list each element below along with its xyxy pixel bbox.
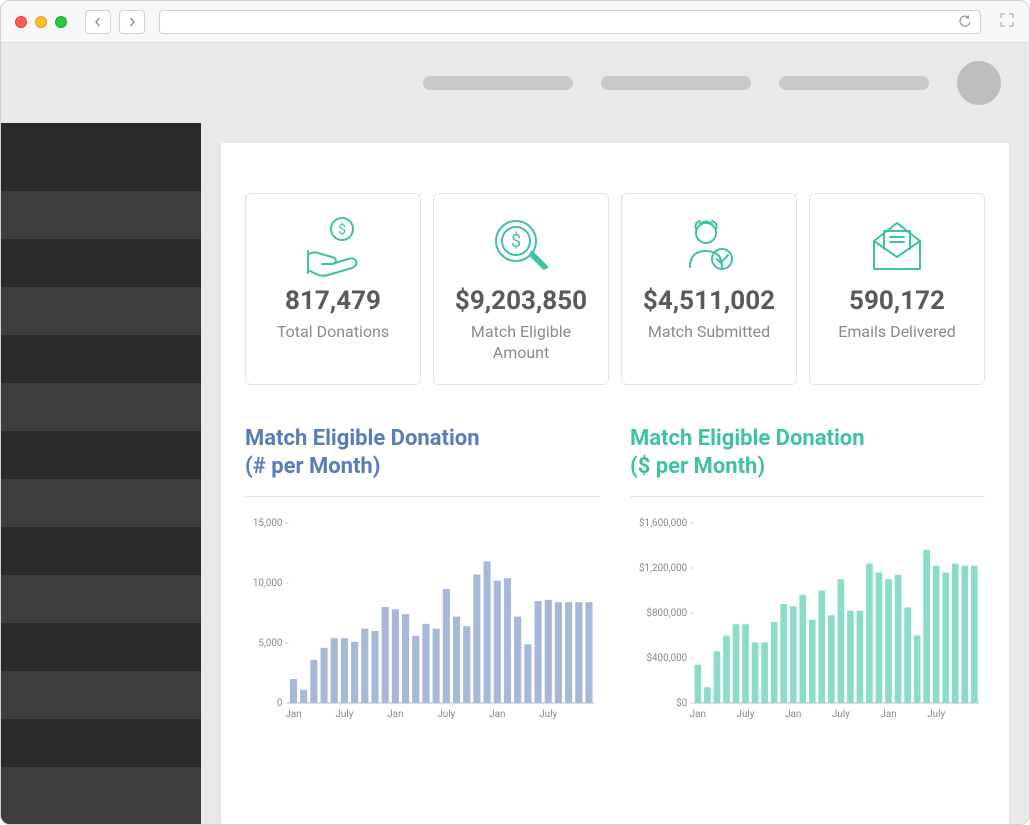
refresh-icon[interactable] xyxy=(958,15,972,29)
nav-placeholder-1[interactable] xyxy=(423,76,573,90)
chart-title: Match Eligible Donation ($ per Month) xyxy=(630,425,985,482)
svg-text:0: 0 xyxy=(277,698,283,709)
sidebar-item[interactable] xyxy=(1,287,201,335)
chart-title-line2: ($ per Month) xyxy=(630,454,765,479)
kpi-match-eligible-amount: $ $9,203,850 Match Eligible Amount xyxy=(433,193,609,385)
svg-text:$: $ xyxy=(338,221,346,238)
nav-placeholder-3[interactable] xyxy=(779,76,929,90)
chart-title-line1: Match Eligible Donation xyxy=(630,426,865,451)
sidebar-item[interactable] xyxy=(1,239,201,287)
envelope-icon xyxy=(818,210,976,282)
svg-text:10,000: 10,000 xyxy=(253,578,283,589)
magnify-dollar-icon: $ xyxy=(442,210,600,282)
app-header xyxy=(1,43,1029,123)
svg-text:July: July xyxy=(539,709,557,720)
minimize-window-button[interactable] xyxy=(35,16,47,28)
chart-count-per-month: Match Eligible Donation (# per Month) 0 5… xyxy=(245,425,600,725)
svg-text:July: July xyxy=(737,709,755,720)
chart-area-amount: $0 $400,000 $800,000 $1,200,000 $1,600,000 Ja… xyxy=(630,515,985,725)
svg-text:$0: $0 xyxy=(676,698,687,709)
svg-text:July: July xyxy=(832,709,850,720)
sidebar-item[interactable] xyxy=(1,335,201,383)
hand-dollar-icon: $ xyxy=(254,210,412,282)
svg-text:Jan: Jan xyxy=(785,709,801,720)
person-check-icon xyxy=(630,210,788,282)
svg-text:$: $ xyxy=(511,231,521,252)
divider xyxy=(630,496,985,497)
svg-text:Jan: Jan xyxy=(880,709,896,720)
svg-text:Jan: Jan xyxy=(489,709,505,720)
svg-text:15,000: 15,000 xyxy=(253,518,283,529)
sidebar-item[interactable] xyxy=(1,671,201,719)
svg-text:$1,600,000: $1,600,000 xyxy=(639,518,688,529)
kpi-total-donations: $ 817,479 Total Donations xyxy=(245,193,421,385)
kpi-value: 817,479 xyxy=(254,286,412,316)
sidebar-item[interactable] xyxy=(1,191,201,239)
sidebar-item[interactable] xyxy=(1,719,201,767)
browser-frame: $ 817,479 Total Donations xyxy=(0,0,1030,825)
chart-title-line2: (# per Month) xyxy=(245,454,380,479)
chart-title-line1: Match Eligible Donation xyxy=(245,426,480,451)
svg-text:Jan: Jan xyxy=(690,709,706,720)
svg-text:$1,200,000: $1,200,000 xyxy=(639,563,688,574)
sidebar-item[interactable] xyxy=(1,527,201,575)
sidebar-item[interactable] xyxy=(1,767,201,824)
kpi-value: $4,511,002 xyxy=(630,286,788,316)
kpi-label: Match Submitted xyxy=(630,322,788,343)
svg-text:$400,000: $400,000 xyxy=(646,653,687,664)
close-window-button[interactable] xyxy=(15,16,27,28)
svg-text:July: July xyxy=(437,709,455,720)
maximize-window-button[interactable] xyxy=(55,16,67,28)
charts-row: Match Eligible Donation (# per Month) 0 5… xyxy=(245,425,985,725)
kpi-label: Emails Delivered xyxy=(818,322,976,343)
svg-text:$800,000: $800,000 xyxy=(646,608,687,619)
sidebar-item[interactable] xyxy=(1,575,201,623)
url-bar[interactable] xyxy=(159,10,981,34)
kpi-label: Match Eligible Amount xyxy=(442,322,600,364)
kpi-value: $9,203,850 xyxy=(442,286,600,316)
svg-text:July: July xyxy=(335,709,353,720)
avatar[interactable] xyxy=(957,61,1001,105)
chart-amount-per-month: Match Eligible Donation ($ per Month) $0… xyxy=(630,425,985,725)
sidebar-item[interactable] xyxy=(1,123,201,191)
forward-button[interactable] xyxy=(119,10,145,34)
divider xyxy=(245,496,600,497)
nav-placeholder-2[interactable] xyxy=(601,76,751,90)
sidebar-item[interactable] xyxy=(1,623,201,671)
sidebar-item[interactable] xyxy=(1,383,201,431)
kpi-match-submitted: $4,511,002 Match Submitted xyxy=(621,193,797,385)
chart-area-count: 0 5,000 10,000 15,000 Jan July Jan July Jan July xyxy=(245,515,600,725)
kpi-emails-delivered: 590,172 Emails Delivered xyxy=(809,193,985,385)
svg-text:Jan: Jan xyxy=(387,709,403,720)
svg-text:July: July xyxy=(927,709,945,720)
chart-title: Match Eligible Donation (# per Month) xyxy=(245,425,600,482)
sidebar-item[interactable] xyxy=(1,479,201,527)
dashboard-panel: $ 817,479 Total Donations xyxy=(221,143,1009,824)
back-button[interactable] xyxy=(85,10,111,34)
traffic-lights xyxy=(15,16,67,28)
body-area: $ 817,479 Total Donations xyxy=(1,123,1029,824)
content-wrap: $ 817,479 Total Donations xyxy=(201,123,1029,824)
svg-text:5,000: 5,000 xyxy=(258,638,283,649)
kpi-label: Total Donations xyxy=(254,322,412,343)
fullscreen-icon[interactable] xyxy=(999,12,1015,32)
browser-chrome-bar xyxy=(1,1,1029,43)
kpi-row: $ 817,479 Total Donations xyxy=(245,193,985,385)
svg-text:Jan: Jan xyxy=(285,709,301,720)
sidebar-item[interactable] xyxy=(1,431,201,479)
sidebar xyxy=(1,123,201,824)
kpi-value: 590,172 xyxy=(818,286,976,316)
